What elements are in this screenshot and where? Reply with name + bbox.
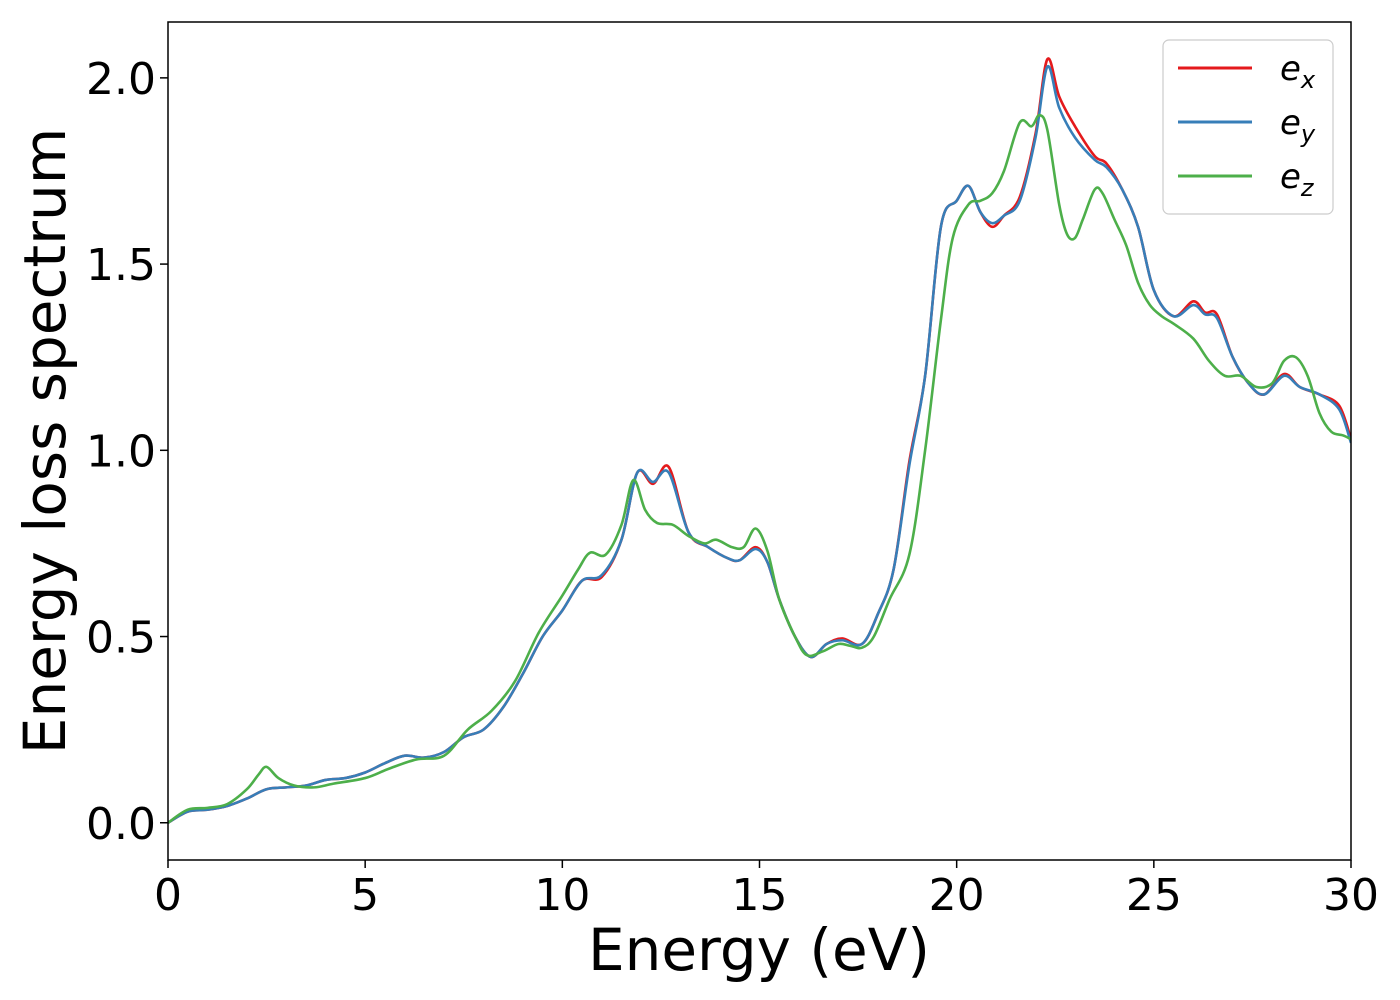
x-axis: 0 5 10 15 20 25 30 (154, 860, 1379, 921)
legend-box (1162, 39, 1334, 215)
y-axis-label: Energy loss spectrum (11, 128, 79, 754)
y-tick-label: 1.0 (86, 426, 156, 477)
x-tick-label: 0 (154, 870, 182, 921)
x-tick-label: 20 (929, 870, 985, 921)
y-tick-label: 1.5 (86, 240, 156, 291)
y-tick-label: 0.0 (86, 799, 156, 850)
x-axis-label: Energy (eV) (588, 916, 930, 984)
x-tick-label: 5 (351, 870, 379, 921)
y-tick-label: 0.5 (86, 613, 156, 664)
legend-label-subscript: x (1300, 66, 1316, 94)
legend-label-subscript: y (1300, 120, 1316, 148)
legend-label-ex: ex (1280, 49, 1316, 94)
x-tick-label: 15 (732, 870, 788, 921)
legend-label-subscript: z (1300, 174, 1315, 202)
series-line-ez (168, 113, 1351, 824)
x-tick-label: 30 (1323, 870, 1379, 921)
y-axis: 0.0 0.5 1.0 1.5 2.0 (86, 54, 168, 850)
series-layer (168, 57, 1351, 824)
series-line-ey (168, 65, 1351, 824)
y-tick-label: 2.0 (86, 54, 156, 105)
x-tick-label: 10 (534, 870, 590, 921)
legend-label-ey: ey (1280, 103, 1316, 148)
x-tick-label: 25 (1126, 870, 1182, 921)
